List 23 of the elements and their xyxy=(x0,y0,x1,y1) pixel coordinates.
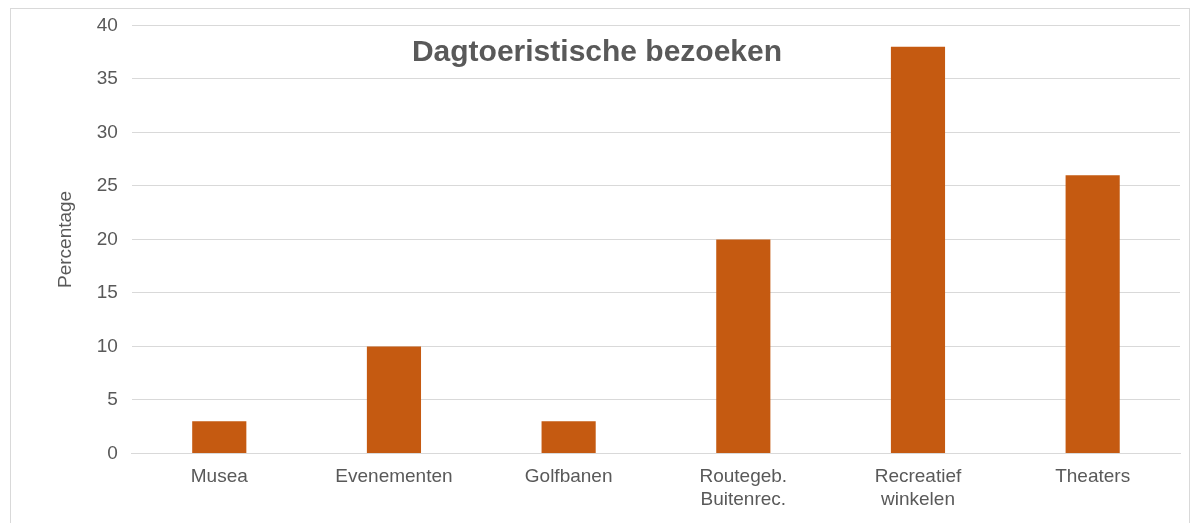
y-tick-label: 25 xyxy=(96,174,118,196)
y-tick-label: 5 xyxy=(107,388,118,410)
y-tick-label: 40 xyxy=(96,13,118,35)
bar xyxy=(1065,175,1120,453)
y-tick-label: 20 xyxy=(96,227,118,249)
bar xyxy=(716,239,771,453)
chart-title: Dagtoeristische bezoeken xyxy=(403,34,791,67)
bar xyxy=(541,421,596,453)
y-axis-title: Percentage xyxy=(53,190,75,288)
bar xyxy=(192,421,247,453)
y-tick-label: 0 xyxy=(107,441,118,463)
x-tick-label: Evenementen xyxy=(335,465,453,487)
y-tick-label: 15 xyxy=(96,281,118,303)
x-tick-label: Musea xyxy=(190,465,249,487)
y-tick-label: 30 xyxy=(96,120,118,142)
bar xyxy=(890,46,946,453)
bar xyxy=(366,346,422,453)
x-tick-label: Theaters xyxy=(1055,465,1131,487)
x-tick-label: Golfbanen xyxy=(524,465,613,487)
y-tick-label: 10 xyxy=(96,334,118,356)
x-tick-label: Recreatief winkelen xyxy=(874,465,962,509)
y-tick-label: 35 xyxy=(96,67,118,89)
x-tick-label: Routegeb. Buitenrec. xyxy=(699,465,788,509)
